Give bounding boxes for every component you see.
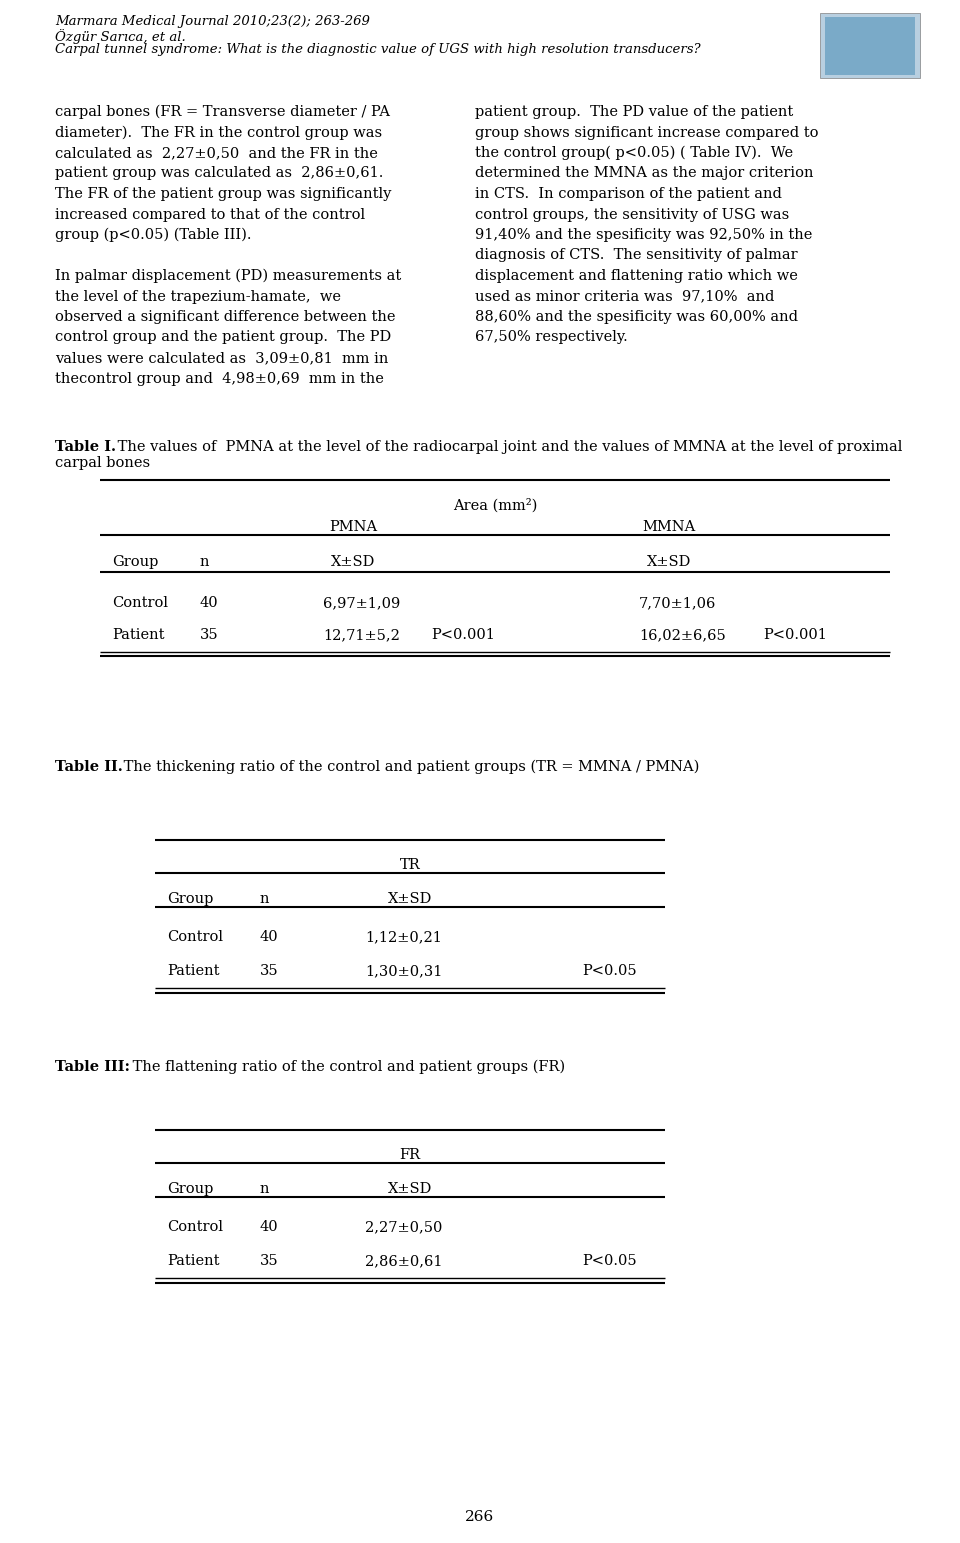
Text: P<0.001: P<0.001 <box>431 628 495 642</box>
Text: observed a significant difference between the: observed a significant difference betwee… <box>55 310 396 324</box>
Text: Group: Group <box>112 555 158 569</box>
Text: Patient: Patient <box>167 1254 220 1268</box>
Text: diameter).  The FR in the control group was: diameter). The FR in the control group w… <box>55 125 382 140</box>
Text: the control group( p<0.05) ( Table IV).  We: the control group( p<0.05) ( Table IV). … <box>475 147 793 160</box>
Text: Table III:: Table III: <box>55 1060 130 1074</box>
Text: 40: 40 <box>260 1221 278 1234</box>
Text: n: n <box>260 892 270 906</box>
Text: Group: Group <box>167 892 213 906</box>
Text: X±SD: X±SD <box>388 1182 432 1196</box>
Text: In palmar displacement (PD) measurements at: In palmar displacement (PD) measurements… <box>55 268 401 284</box>
Text: 2,86±0,61: 2,86±0,61 <box>365 1254 443 1268</box>
Text: values were calculated as  3,09±0,81  mm in: values were calculated as 3,09±0,81 mm i… <box>55 350 389 366</box>
Text: PMNA: PMNA <box>328 520 377 534</box>
Text: 40: 40 <box>200 596 219 609</box>
Text: Area (mm²): Area (mm²) <box>453 498 538 512</box>
Text: Patient: Patient <box>112 628 164 642</box>
Text: Control: Control <box>112 596 168 609</box>
Text: TR: TR <box>399 858 420 872</box>
Text: 12,71±5,2: 12,71±5,2 <box>323 628 399 642</box>
Text: The FR of the patient group was significantly: The FR of the patient group was signific… <box>55 187 392 201</box>
Text: X±SD: X±SD <box>330 555 375 569</box>
Text: 91,40% and the spesificity was 92,50% in the: 91,40% and the spesificity was 92,50% in… <box>475 228 812 242</box>
Text: 35: 35 <box>260 1254 278 1268</box>
Text: X±SD: X±SD <box>647 555 691 569</box>
Text: MMNA: MMNA <box>642 520 695 534</box>
Text: group shows significant increase compared to: group shows significant increase compare… <box>475 125 819 139</box>
Text: Table I.: Table I. <box>55 440 116 454</box>
Text: The values of  PMNA at the level of the radiocarpal joint and the values of MMNA: The values of PMNA at the level of the r… <box>113 440 902 454</box>
Text: control groups, the sensitivity of USG was: control groups, the sensitivity of USG w… <box>475 207 789 222</box>
Text: Table II.: Table II. <box>55 761 123 775</box>
Text: FR: FR <box>399 1148 420 1162</box>
Text: used as minor criteria was  97,10%  and: used as minor criteria was 97,10% and <box>475 290 775 304</box>
Text: The thickening ratio of the control and patient groups (TR = MMNA / PMNA): The thickening ratio of the control and … <box>119 761 700 775</box>
Text: 35: 35 <box>200 628 219 642</box>
Text: carpal bones (FR = Transverse diameter / PA: carpal bones (FR = Transverse diameter /… <box>55 105 390 119</box>
Text: 2,27±0,50: 2,27±0,50 <box>365 1221 443 1234</box>
Text: 1,30±0,31: 1,30±0,31 <box>365 964 443 978</box>
Text: 35: 35 <box>260 964 278 978</box>
Text: 1,12±0,21: 1,12±0,21 <box>365 930 442 944</box>
Text: 7,70±1,06: 7,70±1,06 <box>638 596 716 609</box>
Text: P<0.05: P<0.05 <box>583 1254 637 1268</box>
Text: determined the MMNA as the major criterion: determined the MMNA as the major criteri… <box>475 167 813 181</box>
Text: calculated as  2,27±0,50  and the FR in the: calculated as 2,27±0,50 and the FR in th… <box>55 147 378 160</box>
Text: Control: Control <box>167 1221 223 1234</box>
Text: in CTS.  In comparison of the patient and: in CTS. In comparison of the patient and <box>475 187 781 201</box>
Text: P<0.05: P<0.05 <box>583 964 637 978</box>
Text: Özgür Sarıca, et al.: Özgür Sarıca, et al. <box>55 29 185 45</box>
Text: thecontrol group and  4,98±0,69  mm in the: thecontrol group and 4,98±0,69 mm in the <box>55 372 384 386</box>
Text: Patient: Patient <box>167 964 220 978</box>
Text: n: n <box>260 1182 270 1196</box>
Text: patient group.  The PD value of the patient: patient group. The PD value of the patie… <box>475 105 793 119</box>
Text: n: n <box>200 555 209 569</box>
Text: 40: 40 <box>260 930 278 944</box>
Text: 67,50% respectively.: 67,50% respectively. <box>475 330 628 344</box>
Text: 266: 266 <box>466 1511 494 1524</box>
Text: control group and the patient group.  The PD: control group and the patient group. The… <box>55 330 392 344</box>
Text: X±SD: X±SD <box>388 892 432 906</box>
Text: P<0.001: P<0.001 <box>763 628 828 642</box>
Text: carpal bones: carpal bones <box>55 457 150 471</box>
Text: 16,02±6,65: 16,02±6,65 <box>638 628 726 642</box>
Text: group (p<0.05) (Table III).: group (p<0.05) (Table III). <box>55 228 252 242</box>
Text: increased compared to that of the control: increased compared to that of the contro… <box>55 207 365 222</box>
Text: Marmara Medical Journal 2010;23(2); 263-269: Marmara Medical Journal 2010;23(2); 263-… <box>55 15 370 28</box>
Text: Carpal tunnel syndrome: What is the diagnostic value of UGS with high resolution: Carpal tunnel syndrome: What is the diag… <box>55 43 701 56</box>
Bar <box>825 17 915 76</box>
Text: 88,60% and the spesificity was 60,00% and: 88,60% and the spesificity was 60,00% an… <box>475 310 798 324</box>
Text: Control: Control <box>167 930 223 944</box>
Text: the level of the trapezium-hamate,  we: the level of the trapezium-hamate, we <box>55 290 341 304</box>
Text: diagnosis of CTS.  The sensitivity of palmar: diagnosis of CTS. The sensitivity of pal… <box>475 248 798 262</box>
Text: 6,97±1,09: 6,97±1,09 <box>323 596 400 609</box>
Text: Group: Group <box>167 1182 213 1196</box>
Bar <box>820 12 920 79</box>
Text: displacement and flattening ratio which we: displacement and flattening ratio which … <box>475 268 798 282</box>
Text: patient group was calculated as  2,86±0,61.: patient group was calculated as 2,86±0,6… <box>55 167 383 181</box>
Text: The flattening ratio of the control and patient groups (FR): The flattening ratio of the control and … <box>128 1060 565 1074</box>
